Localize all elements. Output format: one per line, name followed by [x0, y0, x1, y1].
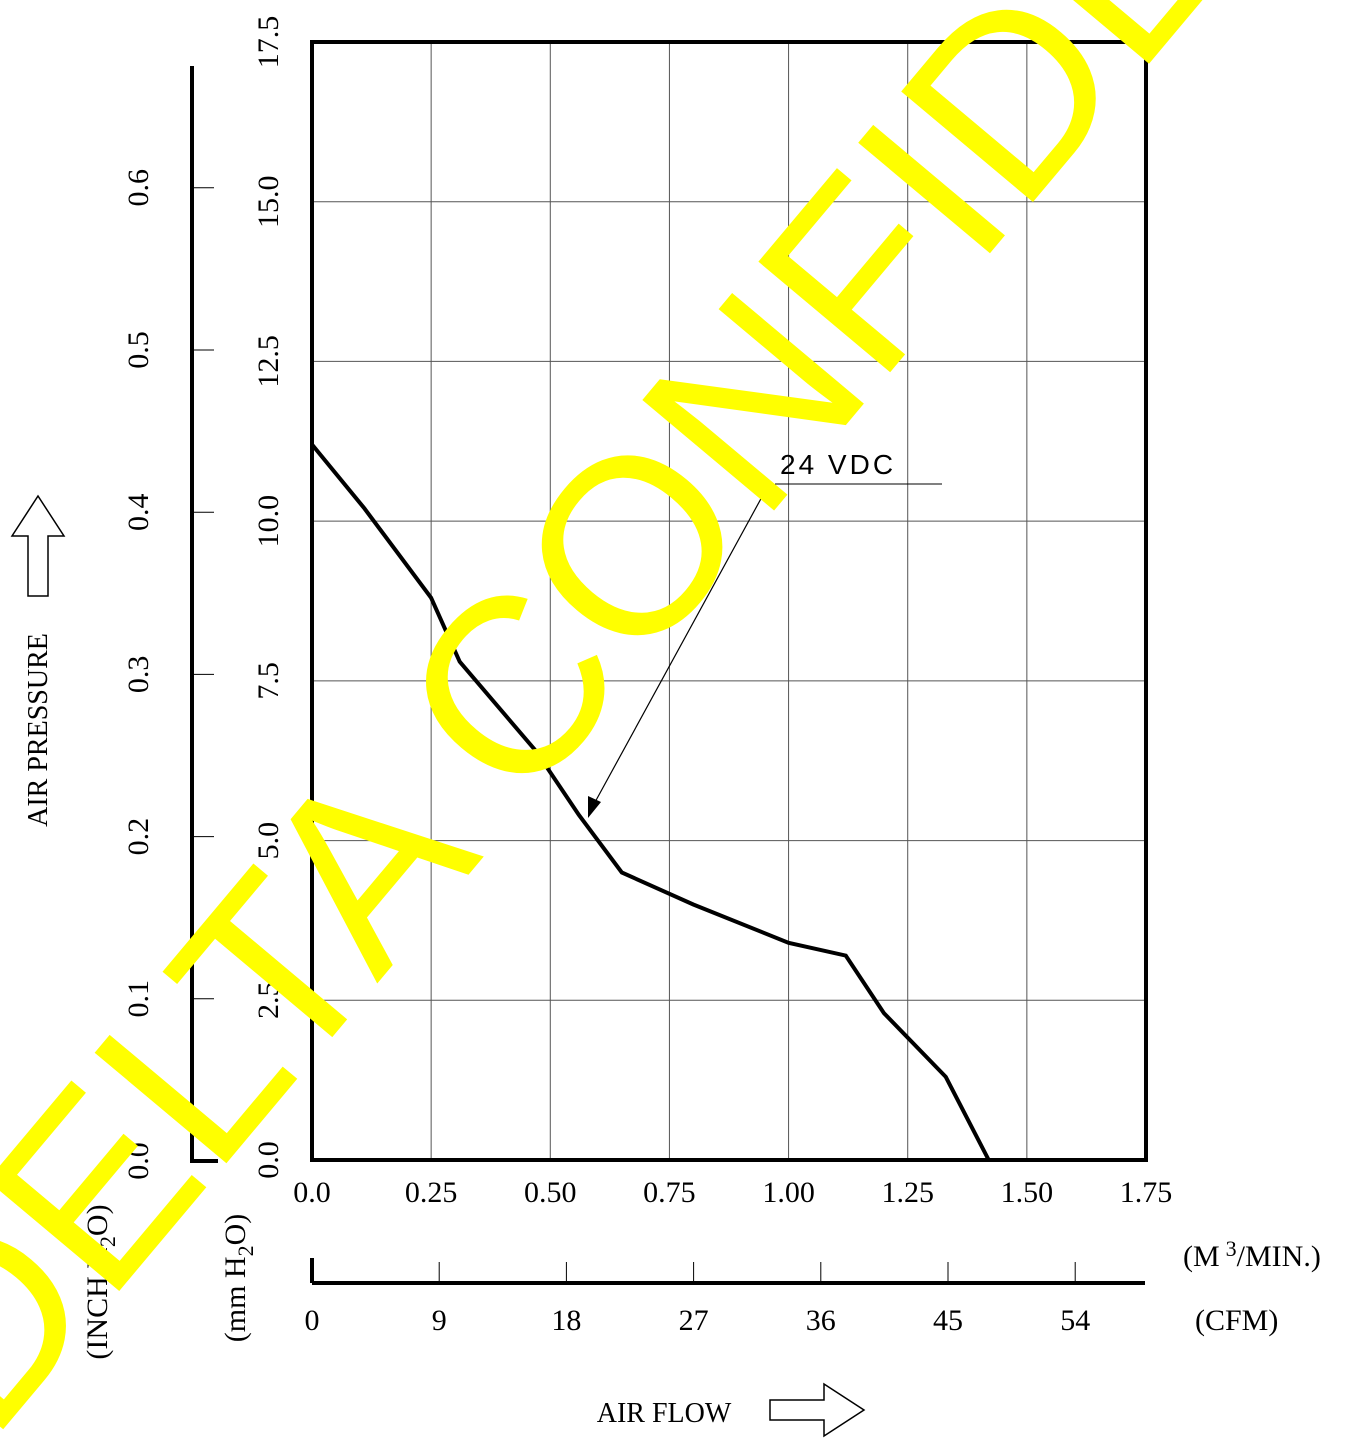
y-tick-label: 7.5: [252, 662, 285, 700]
x-unit-cfm-label: (CFM): [1195, 1304, 1278, 1337]
y-tick-label: 12.5: [252, 335, 285, 388]
x-tick-label: 1.75: [1120, 1176, 1173, 1209]
inch-tick-label: 0.4: [122, 493, 155, 531]
unit-sup: 3: [1226, 1236, 1237, 1261]
unit-post: O): [81, 1204, 114, 1236]
unit-pre: (mm H: [219, 1256, 252, 1342]
plot-border: [310, 40, 1148, 1162]
cfm-tick-label: 18: [551, 1304, 581, 1337]
unit-base: (M: [1183, 1240, 1220, 1273]
annotation-arrowhead: [588, 796, 601, 818]
y-axis-title: AIR PRESSURE: [23, 633, 54, 827]
unit-rest: /MIN.): [1237, 1240, 1321, 1273]
y-tick-label: 10.0: [252, 495, 285, 548]
plot-frame: [310, 40, 1148, 1162]
cfm-tick-label: 36: [806, 1304, 836, 1337]
y-tick-label: 2.5: [252, 982, 285, 1020]
x-axis-title: AIR FLOW: [597, 1398, 732, 1429]
inch-tick-label: 0.1: [122, 980, 155, 1018]
x-tick-label: 0.75: [643, 1176, 696, 1209]
annotation-leader-line: [593, 483, 770, 805]
y-tick-label: 0.0: [252, 1141, 285, 1179]
x-tick-label: 0.25: [405, 1176, 458, 1209]
unit-post: O): [219, 1214, 252, 1246]
axis-layer: 0.0 0.25 0.50 0.75 1.00 1.25 1.50 1.75 0 9 18 27 36 4…: [10, 16, 1321, 1438]
unit-sub: 2: [233, 1245, 258, 1256]
x-tick-label: 1.00: [762, 1176, 815, 1209]
x-tick-label: 1.50: [1001, 1176, 1054, 1209]
y-tick-label: 5.0: [252, 822, 285, 860]
y-tick-label: 15.0: [252, 175, 285, 228]
x-tick-label: 0.50: [524, 1176, 577, 1209]
series-layer: [310, 443, 991, 1161]
cfm-tick-label: 45: [933, 1304, 963, 1337]
x-unit-m3-label: (M 3/MIN.): [1183, 1236, 1321, 1273]
unit-sub: 2: [95, 1236, 120, 1247]
inch-tick-label: 0.2: [122, 818, 155, 856]
cfm-tick-label: 27: [679, 1304, 709, 1337]
x-tick-label: 1.25: [881, 1176, 934, 1209]
inch-tick-label: 0.3: [122, 656, 155, 694]
annotation-layer: 24 VDC: [588, 449, 942, 818]
cfm-tick-label: 9: [432, 1304, 447, 1337]
inch-tick-label: 0.0: [122, 1142, 155, 1180]
series-annotation-label: 24 VDC: [780, 449, 896, 480]
cfm-tick-label: 54: [1060, 1304, 1090, 1337]
x-tick-label: 0.0: [293, 1176, 331, 1209]
inch-tick-label: 0.6: [122, 169, 155, 207]
unit-pre: (INCH H: [81, 1247, 114, 1360]
grid-lines: [312, 42, 1146, 1160]
y-arrow-icon: [10, 494, 66, 597]
y-unit-mm-label: (mm H2O): [219, 1214, 258, 1342]
x-arrow-icon: [769, 1382, 866, 1438]
inch-tick-label: 0.5: [122, 331, 155, 369]
y-unit-inch-label: (INCH H2O): [81, 1204, 120, 1359]
cfm-tick-label: 0: [305, 1304, 320, 1337]
y-tick-label: 17.5: [252, 16, 285, 69]
